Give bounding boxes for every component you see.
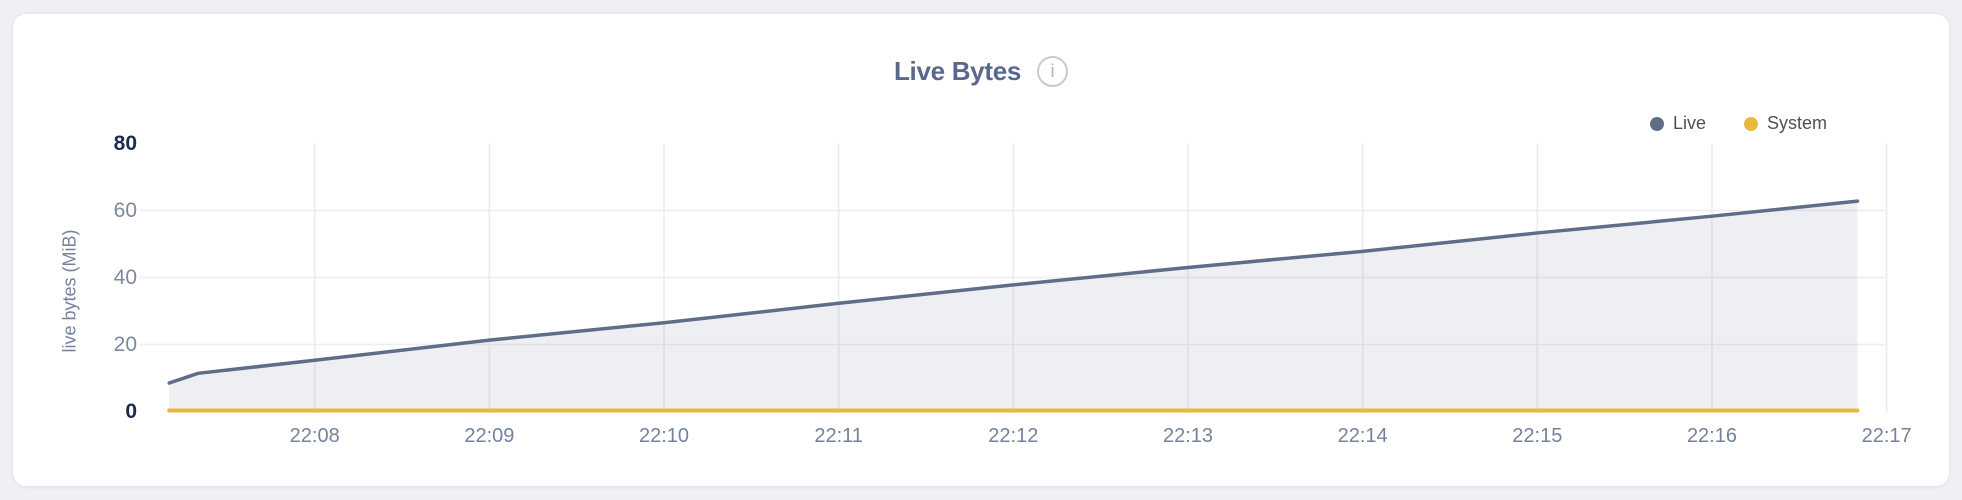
series-line-live: [167, 199, 1860, 385]
x-tick-label: 22:08: [289, 425, 340, 447]
legend-item-live[interactable]: Live: [1649, 113, 1706, 134]
x-tick-label: 22:13: [1162, 425, 1214, 447]
chart-card: Live Bytes i Live System live bytes (MiB): [12, 13, 1950, 487]
y-tick-label: 60: [113, 198, 137, 222]
legend-label: Live: [1672, 113, 1706, 133]
legend-dot-icon: [1743, 116, 1758, 131]
x-tick-label: 22:11: [814, 425, 863, 447]
legend-item-system[interactable]: System: [1743, 113, 1827, 134]
x-tick-label: 22:14: [1337, 425, 1388, 447]
chart-header: Live Bytes i: [13, 56, 1949, 87]
legend-label: System: [1766, 113, 1827, 133]
y-tick-label: 80: [113, 131, 137, 155]
x-tick-label: 22:10: [638, 425, 690, 447]
x-tick-label: 22:12: [988, 425, 1039, 447]
x-tick-label: 22:16: [1686, 425, 1737, 447]
x-tick-label: 22:09: [464, 425, 515, 447]
legend-dot-icon: [1649, 116, 1664, 131]
x-tick-label: 22:17: [1861, 425, 1912, 447]
y-tick-label: 20: [113, 332, 137, 356]
series-area-live: [169, 201, 1858, 412]
y-tick-label: 40: [113, 265, 137, 289]
y-tick-label: 0: [125, 399, 137, 423]
page-title: Live Bytes: [893, 56, 1022, 86]
x-tick-label: 22:15: [1512, 425, 1563, 447]
info-icon[interactable]: i: [1037, 56, 1069, 87]
chart-legend: Live System: [1649, 113, 1827, 134]
